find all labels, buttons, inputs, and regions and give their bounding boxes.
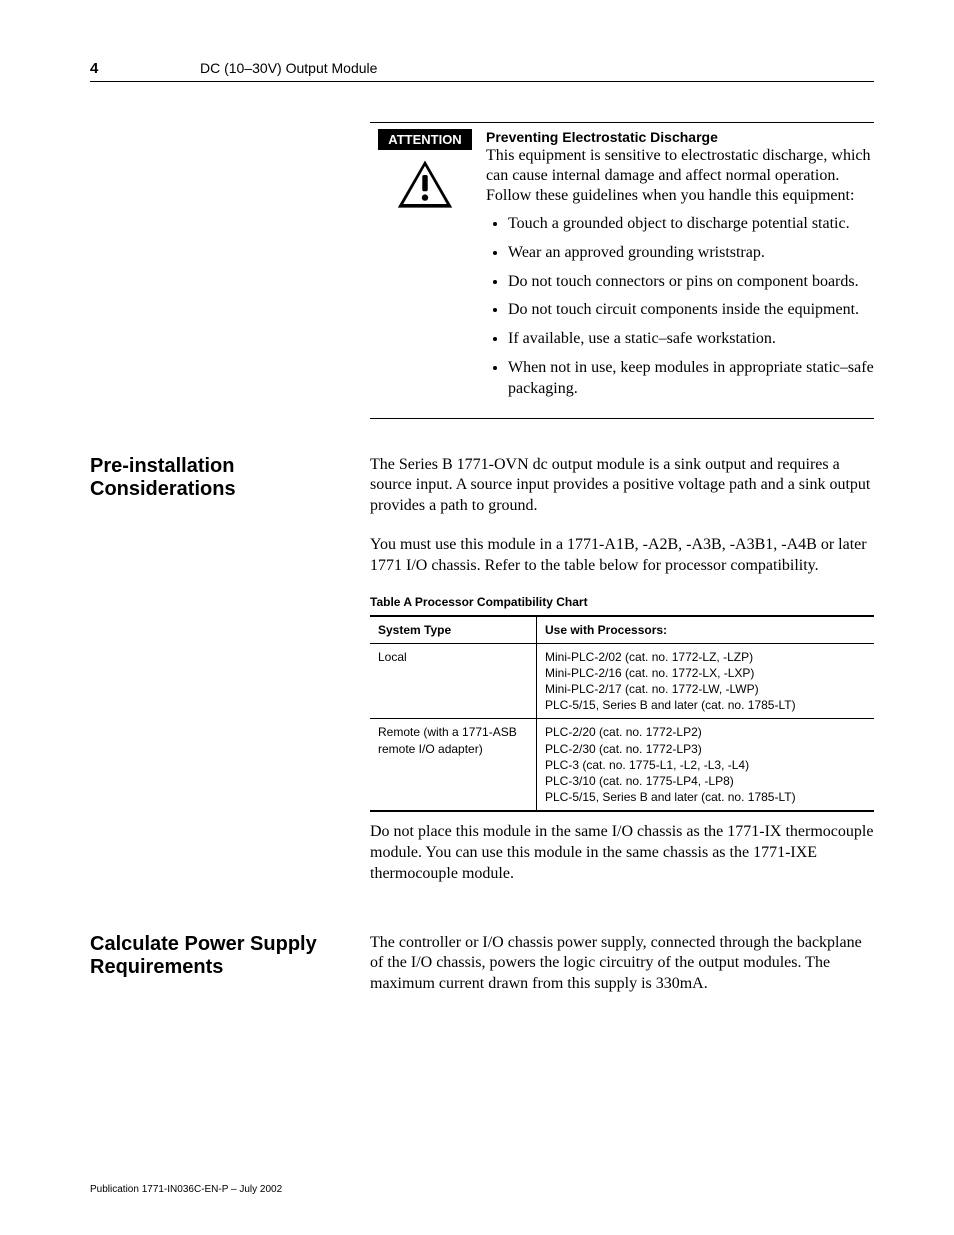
preinstall-p2: You must use this module in a 1771-A1B, … <box>370 535 874 577</box>
attention-text-col: Preventing Electrostatic Discharge This … <box>480 129 874 408</box>
attention-label-col: ATTENTION <box>370 129 480 408</box>
preinstall-p3: Do not place this module in the same I/O… <box>370 822 874 884</box>
attention-block: ATTENTION Preventing Electrostatic Disch… <box>370 122 874 419</box>
preinstall-p1: The Series B 1771-OVN dc output module i… <box>370 455 874 517</box>
table-header-row: System Type Use with Processors: <box>370 616 874 644</box>
attention-bullet: Touch a grounded object to discharge pot… <box>508 214 874 235</box>
preinstall-heading: Pre-installation Considerations <box>90 455 370 501</box>
power-body-col: The controller or I/O chassis power supp… <box>370 933 874 1013</box>
attention-label: ATTENTION <box>378 129 471 150</box>
attention-bullet: Do not touch circuit components inside t… <box>508 300 874 321</box>
warning-icon <box>370 158 480 215</box>
power-section: Calculate Power Supply Requirements The … <box>90 933 874 1013</box>
attention-bullet: When not in use, keep modules in appropr… <box>508 358 874 400</box>
preinstall-section: Pre-installation Considerations The Seri… <box>90 455 874 903</box>
table-row: Local Mini-PLC-2/02 (cat. no. 1772-LZ, -… <box>370 643 874 719</box>
preinstall-body-col: The Series B 1771-OVN dc output module i… <box>370 455 874 903</box>
preinstall-heading-col: Pre-installation Considerations <box>90 455 370 903</box>
attention-bullet: Wear an approved grounding wriststrap. <box>508 243 874 264</box>
page-header: 4 DC (10–30V) Output Module <box>90 60 874 82</box>
power-p1: The controller or I/O chassis power supp… <box>370 933 874 995</box>
attention-content: ATTENTION Preventing Electrostatic Disch… <box>370 122 874 455</box>
table-cell: Local <box>370 643 537 719</box>
running-title: DC (10–30V) Output Module <box>200 60 377 76</box>
attention-gutter <box>90 122 370 455</box>
table-caption: Table A Processor Compatibility Chart <box>370 595 874 609</box>
table-header-cell: System Type <box>370 616 537 644</box>
table-header-cell: Use with Processors: <box>537 616 875 644</box>
table-row: Remote (with a 1771-ASB remote I/O adapt… <box>370 719 874 811</box>
compat-table: System Type Use with Processors: Local M… <box>370 615 874 813</box>
table-cell: PLC-2/20 (cat. no. 1772-LP2) PLC-2/30 (c… <box>537 719 875 811</box>
page-number: 4 <box>90 60 200 77</box>
table-cell: Remote (with a 1771-ASB remote I/O adapt… <box>370 719 537 811</box>
attention-bullet-list: Touch a grounded object to discharge pot… <box>486 214 874 400</box>
table-cell: Mini-PLC-2/02 (cat. no. 1772-LZ, -LZP) M… <box>537 643 875 719</box>
attention-bullet: If available, use a static–safe workstat… <box>508 329 874 350</box>
power-heading: Calculate Power Supply Requirements <box>90 933 370 979</box>
publication-footer: Publication 1771-IN036C-EN-P – July 2002 <box>90 1184 282 1195</box>
power-heading-col: Calculate Power Supply Requirements <box>90 933 370 1013</box>
attention-bullet: Do not touch connectors or pins on compo… <box>508 272 874 293</box>
page: 4 DC (10–30V) Output Module ATTENTION <box>0 0 954 1235</box>
attention-intro: This equipment is sensitive to electrost… <box>486 146 874 206</box>
attention-heading: Preventing Electrostatic Discharge <box>486 129 874 145</box>
attention-row: ATTENTION Preventing Electrostatic Disch… <box>90 122 874 455</box>
